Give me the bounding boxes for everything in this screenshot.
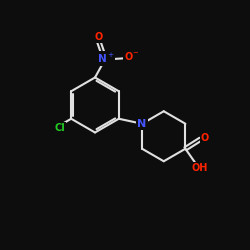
Text: Cl: Cl <box>54 123 65 133</box>
Text: O: O <box>94 32 103 42</box>
Text: N: N <box>138 119 147 129</box>
Text: O: O <box>201 133 209 143</box>
Text: N$^+$: N$^+$ <box>97 52 114 65</box>
Text: OH: OH <box>192 163 208 173</box>
Text: O$^{-}$: O$^{-}$ <box>124 50 140 62</box>
